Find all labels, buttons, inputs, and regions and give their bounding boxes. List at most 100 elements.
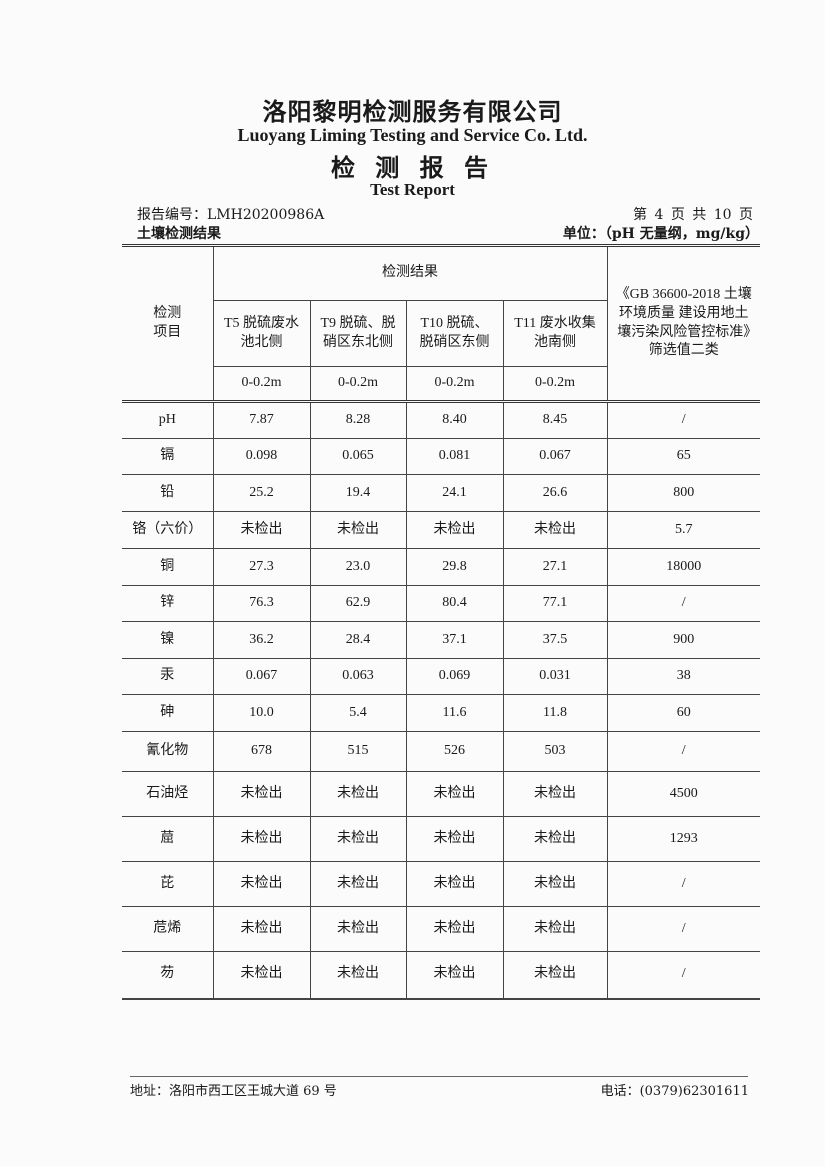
standard-value: 4500 [606, 771, 760, 817]
item-name: 锌 [122, 585, 214, 622]
item-name: 铬（六价） [122, 511, 214, 549]
table-row: 芘未检出 未检出 未检出 未检出 / [122, 861, 760, 907]
result-value: 62.9 [309, 585, 407, 622]
report-title-en: Test Report [370, 180, 455, 199]
result-value: 未检出 [309, 511, 407, 549]
company-name-cn: 洛阳黎明检测服务有限公司 [262, 97, 563, 126]
result-value: 未检出 [212, 951, 311, 1000]
item-name: 芘 [122, 861, 214, 907]
result-value: 76.3 [212, 585, 311, 622]
site-header: T10 脱硫、脱硝区东侧 [405, 300, 504, 367]
table-row: 芴未检出 未检出 未检出 未检出 / [122, 951, 760, 1000]
result-value: 11.6 [405, 694, 504, 732]
depth-header: 0-0.2m [212, 366, 311, 403]
standard-value: / [606, 731, 760, 772]
table-row: 砷 10.0 5.4 11.6 11.8 60 [122, 694, 760, 732]
result-value: 8.40 [405, 400, 504, 439]
table-row: 镍 36.2 28.4 37.1 37.5 900 [122, 621, 760, 659]
table-row: 䓛未检出 未检出 未检出 未检出 1293 [122, 816, 760, 862]
standard-value: / [606, 951, 760, 1000]
result-value: 未检出 [212, 771, 311, 817]
table-row: 石油烃 未检出 未检出 未检出 未检出 4500 [122, 771, 760, 817]
result-value: 36.2 [212, 621, 311, 659]
result-value: 678 [212, 731, 311, 772]
standard-value: 60 [606, 694, 760, 732]
result-value: 未检出 [212, 511, 311, 549]
depth-header: 0-0.2m [502, 366, 608, 403]
item-name: 苊烯 [122, 906, 214, 952]
result-value: 37.1 [405, 621, 504, 659]
result-value: 未检出 [502, 511, 608, 549]
result-value: 8.45 [502, 400, 608, 439]
result-value: 515 [309, 731, 407, 772]
standard-value: / [606, 585, 760, 622]
unit-label: 单位：（pH 无量纲，mg/kg） [562, 226, 759, 242]
company-name-en: Luoyang Liming Testing and Service Co. L… [237, 125, 588, 145]
result-value: 37.5 [502, 621, 608, 659]
result-value: 未检出 [405, 771, 504, 817]
result-value: 未检出 [309, 861, 407, 907]
item-name: 砷 [122, 694, 214, 732]
item-name: 铅 [122, 474, 214, 512]
result-value: 0.063 [309, 658, 407, 695]
table-row: pH 7.87 8.28 8.40 8.45/ [122, 400, 760, 439]
result-value: 未检出 [502, 771, 608, 817]
table-row: 铅 25.2 19.4 24.1 26.6 800 [122, 474, 760, 512]
result-value: 27.3 [212, 548, 311, 586]
result-value: 0.081 [405, 438, 504, 475]
result-value: 26.6 [502, 474, 608, 512]
standard-value: 18000 [606, 548, 760, 586]
result-value: 未检出 [212, 861, 311, 907]
item-name: pH [122, 400, 214, 439]
standard-value: 65 [606, 438, 760, 475]
table-row: 铬（六价） 未检出 未检出 未检出 未检出 5.7 [122, 511, 760, 549]
page-info: 第 4 页 共 10 页 [633, 207, 753, 223]
result-value: 未检出 [405, 511, 504, 549]
standard-value: 900 [606, 621, 760, 659]
result-value: 未检出 [309, 951, 407, 1000]
table-row: 铜 27.3 23.0 29.8 27.1 18000 [122, 548, 760, 586]
result-value: 29.8 [405, 548, 504, 586]
item-name: 氰化物 [122, 731, 214, 772]
table-row: 苊烯 未检出 未检出 未检出 未检出 / [122, 906, 760, 952]
result-value: 未检出 [309, 906, 407, 952]
section-title: 土壤检测结果 [137, 226, 221, 242]
result-value: 0.065 [309, 438, 407, 475]
result-value: 0.098 [212, 438, 311, 475]
footer-phone: 电话：(0379)62301611 [600, 1084, 749, 1099]
result-value: 未检出 [405, 816, 504, 862]
standard-value: 1293 [606, 816, 760, 862]
table-row: 汞 0.067 0.063 0.069 0.031 38 [122, 658, 760, 695]
standard-header: 《GB 36600-2018 土壤环境质量 建设用地土壤污染风险管控标准》筛选值… [606, 244, 760, 402]
result-value: 未检出 [309, 816, 407, 862]
site-header: T11 废水收集池南侧 [502, 300, 608, 367]
item-name: 石油烃 [122, 771, 214, 817]
result-value: 5.4 [309, 694, 407, 732]
item-name: 汞 [122, 658, 214, 695]
item-name: 芴 [122, 951, 214, 1000]
table-row: 镉 0.098 0.065 0.081 0.067 65 [122, 438, 760, 475]
report-number: 报告编号：LMH20200986A [137, 207, 325, 223]
result-value: 25.2 [212, 474, 311, 512]
result-value: 24.1 [405, 474, 504, 512]
results-table: 检测项目 检测结果 《GB 36600-2018 土壤环境质量 建设用地土壤污染… [122, 244, 760, 1000]
result-value: 未检出 [309, 771, 407, 817]
result-value: 未检出 [502, 951, 608, 1000]
table-row: 锌 76.3 62.9 80.4 77.1/ [122, 585, 760, 622]
result-value: 0.067 [502, 438, 608, 475]
result-value: 80.4 [405, 585, 504, 622]
result-value: 11.8 [502, 694, 608, 732]
result-value: 503 [502, 731, 608, 772]
result-value: 未检出 [212, 816, 311, 862]
result-value: 未检出 [502, 816, 608, 862]
item-name: 䓛 [122, 816, 214, 862]
result-value: 8.28 [309, 400, 407, 439]
standard-value: / [606, 400, 760, 439]
result-value: 7.87 [212, 400, 311, 439]
standard-value: 38 [606, 658, 760, 695]
result-value: 0.069 [405, 658, 504, 695]
result-value: 0.067 [212, 658, 311, 695]
item-name: 镉 [122, 438, 214, 475]
result-value: 28.4 [309, 621, 407, 659]
result-value: 未检出 [405, 951, 504, 1000]
